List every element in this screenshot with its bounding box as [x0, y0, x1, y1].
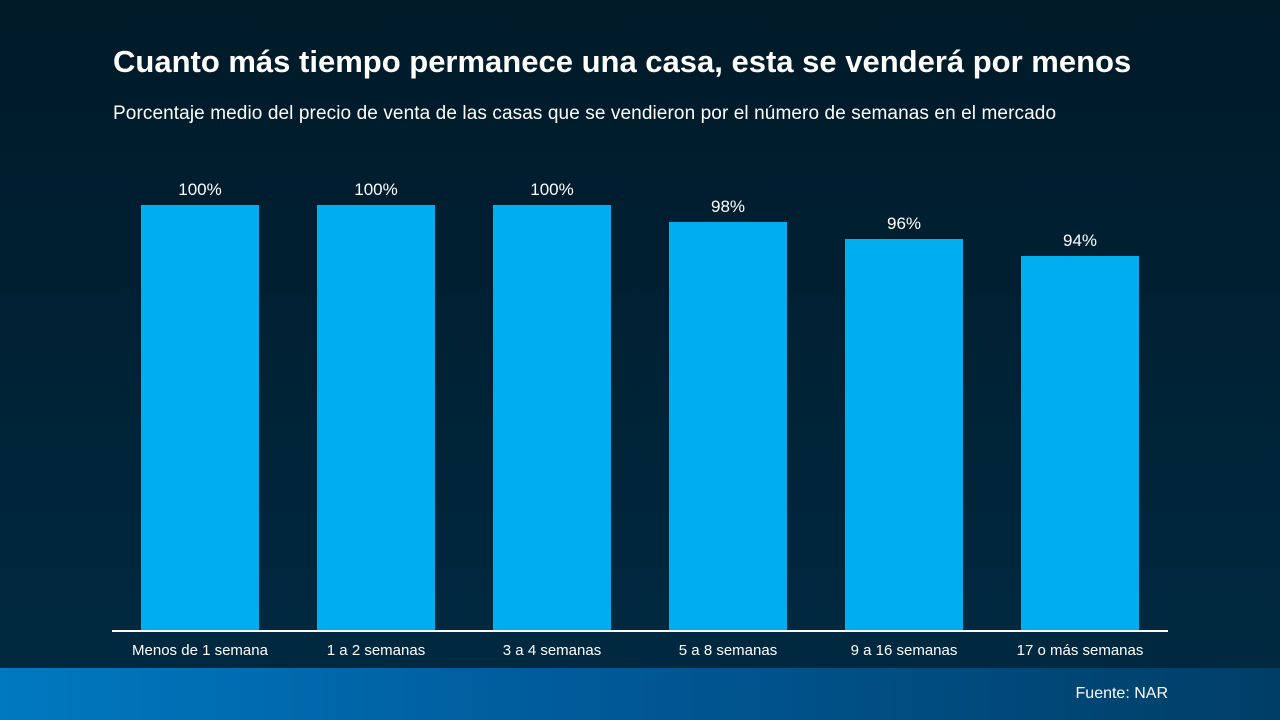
x-tick-label: 9 a 16 semanas [851, 642, 958, 659]
bar-value-label: 94% [1063, 231, 1097, 250]
chart-subtitle: Porcentaje medio del precio de venta de … [113, 103, 1057, 124]
bar-5 [845, 239, 963, 631]
x-tick-label: Menos de 1 semana [132, 642, 269, 659]
bar-6 [1021, 256, 1139, 631]
x-tick-label: 1 a 2 semanas [327, 642, 425, 659]
bar-value-label: 96% [887, 214, 921, 233]
bar-value-label: 100% [530, 180, 573, 199]
bar-value-label: 100% [178, 180, 221, 199]
bar-3 [493, 205, 611, 631]
bar-4 [669, 222, 787, 631]
footer-band: Fuente: NAR [0, 668, 1280, 720]
x-tick-label: 5 a 8 semanas [679, 642, 777, 659]
x-tick-label: 3 a 4 semanas [503, 642, 601, 659]
x-tick-label: 17 o más semanas [1017, 642, 1144, 659]
source-label: Fuente: NAR [1075, 685, 1168, 702]
bar-1 [141, 205, 259, 631]
bar-chart: 100% Menos de 1 semana 100% 1 a 2 semanas 10… [132, 180, 1144, 659]
bar-value-label: 100% [354, 180, 397, 199]
bar-2 [317, 205, 435, 631]
bar-value-label: 98% [711, 197, 745, 216]
chart-title: Cuanto más tiempo permanece una casa, es… [113, 44, 1132, 79]
